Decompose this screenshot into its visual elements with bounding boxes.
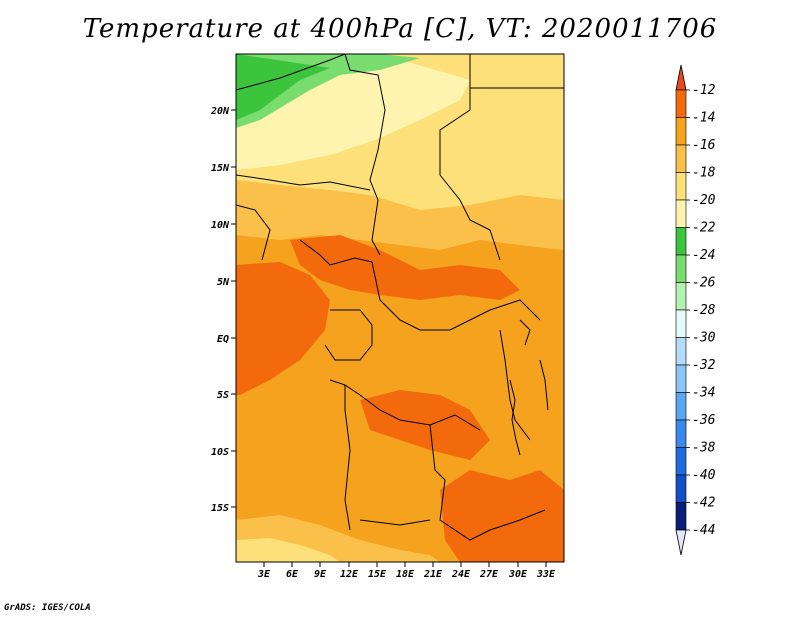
field-deep-orange-south [360, 390, 490, 460]
colorbar-label: -18 [692, 166, 716, 181]
colorbar-swatch [675, 89, 687, 118]
colorbar-swatch [675, 392, 687, 421]
colorbar-label: -44 [692, 523, 715, 538]
lon-tick-label: 27E [479, 569, 499, 580]
colorbar-label: -34 [692, 386, 715, 401]
lon-tick-label: 6E [286, 569, 299, 580]
lon-tick-label: 12E [340, 569, 359, 580]
country-boundaries [236, 54, 564, 541]
field-yellow [236, 54, 564, 215]
colorbar-label: -36 [692, 413, 716, 428]
colorbar-swatch [675, 364, 687, 393]
colorbar-swatch [675, 227, 687, 256]
field-yellow-south [236, 538, 340, 562]
colorbar-swatch [675, 309, 687, 338]
lakes [509, 319, 549, 456]
lat-tick-label: 10S [211, 447, 229, 458]
map-title: Temperature at 400hPa [C], VT: 202001170… [82, 14, 718, 44]
longitude-axis: 3E 6E 9E 12E 15E 18E 21E 24E 27E 30E 33E [257, 562, 556, 580]
colorbar-swatch [675, 199, 687, 228]
colorbar-label: -14 [692, 111, 715, 126]
lat-tick-label: 15N [211, 163, 230, 174]
colorbar-label: -16 [692, 138, 716, 153]
map-frame [235, 53, 565, 563]
colorbar: -12 -14 -16 -18 -20 -22 -24 -26 -28 -30 -32 -34 -36 -… [675, 64, 716, 556]
lon-tick-label: 33E [536, 569, 556, 580]
colorbar-swatch [675, 254, 687, 283]
colorbar-bottom-arrow [675, 529, 687, 556]
lon-tick-label: 3E [257, 569, 271, 580]
lon-tick-label: 18E [396, 569, 415, 580]
colorbar-swatch [675, 502, 687, 531]
colorbar-label: -38 [692, 441, 716, 456]
lon-tick-label: 24E [451, 569, 471, 580]
colorbar-swatch [675, 117, 687, 146]
lon-tick-label: 9E [314, 569, 327, 580]
colorbar-label: -42 [692, 496, 716, 511]
lon-tick-label: 30E [508, 569, 528, 580]
colorbar-label: -12 [692, 83, 716, 98]
colorbar-label: -30 [692, 331, 716, 346]
field-deep-orange-southeast [440, 470, 564, 562]
field-light-green [236, 54, 420, 128]
field-deep-orange-west [236, 262, 330, 395]
colorbar-swatch [675, 144, 687, 173]
lat-tick-label: 5N [217, 277, 230, 288]
colorbar-label: -40 [692, 468, 716, 483]
colorbar-swatch [675, 474, 687, 503]
credit-text: GrADS: IGES/COLA [4, 603, 91, 613]
colorbar-label: -32 [692, 358, 716, 373]
lat-tick-label: 15S [211, 503, 229, 514]
lat-tick-label: 20N [210, 106, 230, 117]
lat-tick-label: 5S [217, 390, 229, 401]
colorbar-swatch [675, 337, 687, 366]
colorbar-label: -28 [692, 303, 716, 318]
lon-tick-label: 21E [423, 569, 443, 580]
colorbar-label: -24 [692, 248, 715, 263]
colorbar-label: -20 [692, 193, 716, 208]
lon-tick-label: 15E [368, 569, 387, 580]
field-deep-orange-central [290, 235, 520, 300]
colorbar-label: -22 [692, 221, 716, 236]
colorbar-label: -26 [692, 276, 716, 291]
lat-tick-label: EQ [217, 334, 229, 345]
colorbar-swatch [675, 447, 687, 476]
colorbar-swatch [675, 172, 687, 201]
colorbar-swatch [675, 282, 687, 311]
map-panel [236, 54, 564, 562]
lat-tick-label: 10N [211, 220, 230, 231]
latitude-axis: 20N 15N 10N 5N EQ 5S 10S 15S [210, 106, 236, 514]
colorbar-swatch [675, 419, 687, 448]
field-light-orange [236, 180, 564, 250]
colorbar-top-arrow [675, 64, 687, 91]
